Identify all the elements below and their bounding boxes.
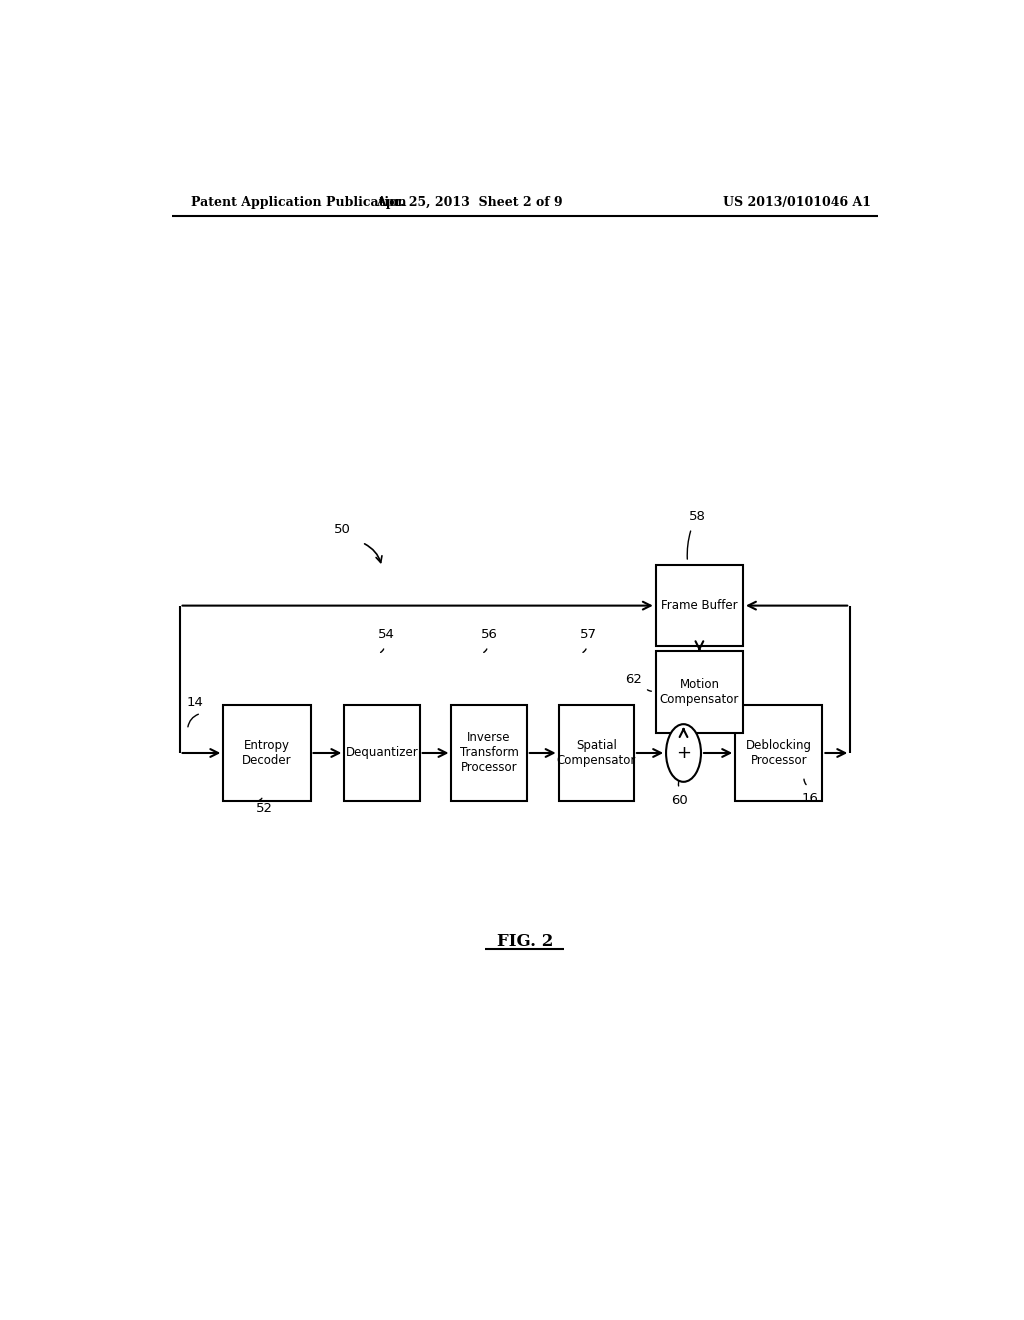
Text: 62: 62 <box>625 673 642 686</box>
Text: Spatial
Compensator: Spatial Compensator <box>556 739 636 767</box>
Bar <box>452 705 526 801</box>
Text: Motion
Compensator: Motion Compensator <box>659 678 739 706</box>
Text: 58: 58 <box>689 510 707 523</box>
Text: Dequantizer: Dequantizer <box>345 747 419 759</box>
Text: Frame Buffer: Frame Buffer <box>662 599 737 612</box>
Text: +: + <box>676 744 691 762</box>
Text: 54: 54 <box>378 627 394 640</box>
Text: FIG. 2: FIG. 2 <box>497 932 553 949</box>
Bar <box>655 565 743 647</box>
Text: 56: 56 <box>480 627 498 640</box>
Bar <box>344 705 420 801</box>
Text: 52: 52 <box>256 803 273 816</box>
Bar <box>558 705 634 801</box>
Text: US 2013/0101046 A1: US 2013/0101046 A1 <box>723 195 871 209</box>
Text: 16: 16 <box>802 792 819 805</box>
Text: Inverse
Transform
Processor: Inverse Transform Processor <box>460 731 518 775</box>
Text: 60: 60 <box>671 795 688 808</box>
Text: 57: 57 <box>580 627 597 640</box>
Text: 14: 14 <box>187 696 204 709</box>
Text: Deblocking
Processor: Deblocking Processor <box>745 739 812 767</box>
Text: 50: 50 <box>334 523 350 536</box>
Text: Entropy
Decoder: Entropy Decoder <box>242 739 292 767</box>
Bar <box>655 651 743 733</box>
Bar <box>735 705 822 801</box>
Ellipse shape <box>666 725 701 781</box>
Bar <box>223 705 310 801</box>
Text: Patent Application Publication: Patent Application Publication <box>191 195 407 209</box>
Text: Apr. 25, 2013  Sheet 2 of 9: Apr. 25, 2013 Sheet 2 of 9 <box>376 195 562 209</box>
